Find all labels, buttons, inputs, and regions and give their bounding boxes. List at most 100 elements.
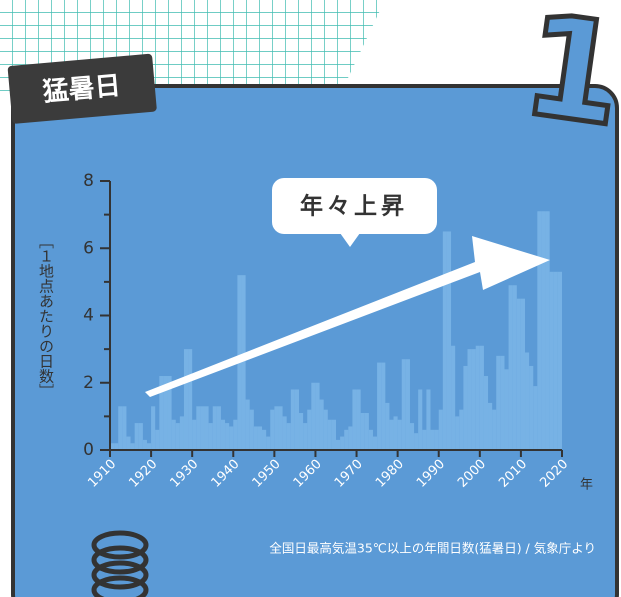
- bar: [537, 211, 542, 450]
- bar: [475, 345, 480, 450]
- bar: [315, 382, 320, 450]
- bar: [352, 389, 357, 450]
- bar: [401, 359, 406, 450]
- bar: [163, 376, 168, 450]
- bar: [146, 443, 152, 450]
- bar: [183, 349, 189, 450]
- bar: [479, 345, 484, 450]
- bar: [327, 419, 332, 450]
- bar: [126, 436, 131, 450]
- callout: [272, 178, 437, 234]
- badge-text: 猛暑日: [41, 71, 122, 108]
- bar: [483, 376, 489, 450]
- callout-tail: [340, 233, 360, 247]
- bar: [262, 429, 267, 450]
- bar: [253, 426, 258, 450]
- bar: [389, 419, 394, 450]
- bar: [442, 231, 447, 450]
- bar: [529, 365, 534, 450]
- bar: [241, 275, 246, 450]
- bar: [192, 419, 197, 450]
- bar: [282, 416, 287, 450]
- bar: [249, 409, 254, 450]
- bar: [459, 409, 464, 450]
- bar: [492, 409, 497, 450]
- y-tick-label: 2: [83, 373, 94, 393]
- bar: [294, 389, 300, 450]
- bar: [405, 359, 410, 450]
- bar: [245, 399, 250, 450]
- bar: [114, 443, 119, 450]
- bar: [500, 355, 505, 450]
- bar: [278, 406, 283, 450]
- bar: [319, 399, 324, 450]
- y-tick-label: 8: [83, 171, 94, 191]
- bar: [134, 423, 139, 450]
- bar: [430, 429, 435, 450]
- bar: [179, 416, 184, 450]
- bar: [155, 429, 160, 450]
- card: [11, 84, 619, 597]
- bar: [377, 362, 382, 450]
- bar: [175, 423, 180, 450]
- bar: [340, 436, 345, 450]
- source: 全国日最高気温35℃以上の年間日数(猛暑日) / 気象庁より: [269, 541, 596, 556]
- spring: [91, 530, 149, 597]
- bar: [397, 419, 402, 450]
- bar: [525, 352, 530, 450]
- bar: [426, 389, 431, 450]
- bar: [290, 389, 295, 450]
- x-axis-label: 年: [580, 478, 593, 493]
- bar: [533, 386, 538, 450]
- bar: [520, 298, 526, 450]
- bar: [372, 436, 378, 450]
- bar: [385, 402, 390, 450]
- bar: [331, 419, 336, 450]
- bar: [512, 285, 517, 450]
- bar: [336, 439, 341, 450]
- bar: [142, 439, 147, 450]
- bar: [368, 429, 373, 450]
- bar: [200, 406, 205, 450]
- bar: [225, 423, 230, 450]
- bar: [212, 406, 217, 450]
- bar: [463, 365, 468, 450]
- bar: [216, 406, 221, 450]
- bar: [434, 429, 439, 450]
- bar: [229, 426, 234, 450]
- bar: [356, 389, 361, 450]
- trend-arrow: [145, 236, 550, 397]
- badge-bg: [7, 53, 157, 124]
- badge-number: 1: [514, 0, 621, 159]
- y-tick-label: 4: [83, 306, 94, 326]
- bar: [422, 429, 427, 450]
- bar: [471, 349, 476, 450]
- bar: [299, 413, 304, 450]
- y-tick-label: 0: [83, 440, 94, 460]
- bar: [451, 345, 456, 450]
- bar: [118, 406, 123, 450]
- bar: [257, 426, 263, 450]
- bar: [488, 402, 493, 450]
- bar: [266, 436, 271, 450]
- bar: [167, 376, 172, 450]
- bar: [438, 409, 443, 450]
- bar: [516, 298, 521, 450]
- bar: [159, 376, 164, 450]
- bar: [553, 271, 558, 450]
- bar: [130, 443, 135, 450]
- bar: [188, 349, 193, 450]
- bar: [307, 409, 312, 450]
- bar: [504, 369, 509, 450]
- y-axis-label: ［１地点あたりの日数］: [37, 234, 55, 399]
- bar: [286, 423, 291, 450]
- annotation: 年々上昇: [300, 193, 408, 220]
- bar: [151, 406, 156, 450]
- bar: [323, 409, 328, 450]
- bar: [233, 419, 238, 450]
- bar: [196, 406, 201, 450]
- bar: [545, 211, 550, 450]
- bar: [204, 406, 209, 450]
- bar: [508, 285, 513, 450]
- bar: [381, 362, 386, 450]
